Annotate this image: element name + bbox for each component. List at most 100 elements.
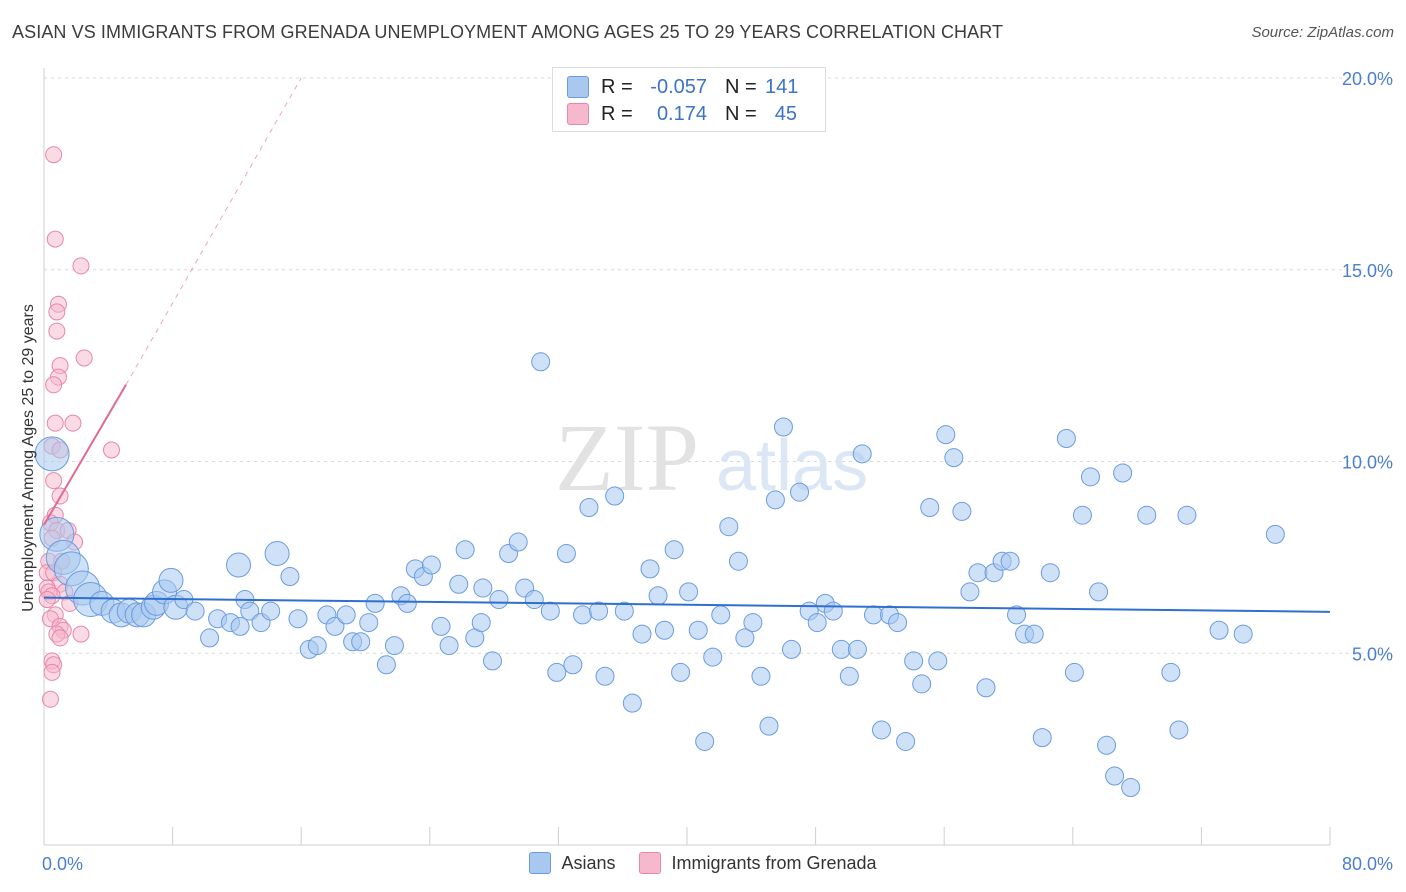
grenada-point (103, 441, 121, 459)
grenada-point (48, 322, 66, 340)
legend-r-label: R = (601, 102, 633, 125)
asian-point (839, 666, 859, 686)
asian-point (359, 613, 379, 633)
asian-point (920, 498, 940, 518)
asian-point (1064, 662, 1084, 682)
asian-point (200, 628, 220, 648)
asian-point (1097, 735, 1117, 755)
legend-n-label: N = (725, 102, 757, 125)
asian-point (1161, 662, 1181, 682)
grenada-point (48, 303, 66, 321)
asian-point (421, 555, 441, 575)
asian-point (1080, 467, 1100, 487)
legend-row-asians: R = -0.057 N = 141 (567, 73, 798, 101)
grenada-point (75, 349, 93, 367)
asian-point (904, 651, 924, 671)
asian-point (376, 655, 396, 675)
asian-point (158, 567, 184, 593)
asian-point (384, 636, 404, 656)
asian-point (1000, 551, 1020, 571)
asian-point (325, 616, 345, 636)
asian-point (230, 616, 250, 636)
asian-point (1056, 428, 1076, 448)
grenada-point (43, 663, 61, 681)
asian-point (365, 593, 385, 613)
legend-item-asians[interactable]: Asians (529, 852, 615, 874)
tick-labels: 5.0% 10.0% 15.0% 20.0% 0.0% 80.0% (42, 69, 1393, 874)
asian-point (896, 731, 916, 751)
grenada-point (41, 690, 59, 708)
asian-point (928, 651, 948, 671)
asian-point (1007, 605, 1027, 625)
grenada-trend-extension (125, 77, 302, 386)
legend-item-grenada[interactable]: Immigrants from Grenada (639, 852, 877, 874)
asian-point (872, 720, 892, 740)
asian-point (1113, 463, 1133, 483)
asian-point (397, 593, 417, 613)
asian-point (547, 662, 567, 682)
source-label: Source: ZipAtlas.com (1251, 24, 1394, 41)
asian-point (524, 590, 544, 610)
trend-lines (43, 77, 1331, 613)
asian-points (34, 352, 1285, 797)
legend-r-label: R = (601, 75, 633, 98)
watermark-zip: ZIP (555, 404, 699, 511)
asian-point (654, 620, 674, 640)
x-tick-label: 0.0% (42, 854, 83, 874)
asian-point (831, 639, 851, 659)
correlation-legend: R = -0.057 N = 141 R = 0.174 N = 45 (552, 67, 826, 132)
grenada-point (46, 414, 64, 432)
asian-point (743, 613, 763, 633)
asian-trend-line (43, 596, 1331, 613)
series-legend: Asians Immigrants from Grenada (0, 852, 1406, 874)
y-axis-label: Unemployment Among Ages 25 to 29 years (20, 304, 37, 612)
asian-point (508, 532, 528, 552)
legend-n-label: N = (725, 75, 757, 98)
grenada-point (45, 472, 63, 490)
grenada-trend-line (43, 384, 127, 526)
asian-point (455, 540, 475, 560)
asian-point (648, 586, 668, 606)
grenada-points (38, 146, 121, 708)
asian-point (781, 639, 801, 659)
asian-point (1209, 620, 1229, 640)
asian-point (944, 448, 964, 468)
asian-point (703, 647, 723, 667)
legend-row-grenada: R = 0.174 N = 45 (567, 100, 797, 128)
asian-point (473, 578, 493, 598)
asian-point (688, 620, 708, 640)
grenada-point (72, 625, 90, 643)
legend-swatch-asians (567, 76, 589, 98)
asian-point (489, 590, 509, 610)
asian-point (336, 605, 356, 625)
asian-point (226, 552, 252, 578)
asian-point (288, 609, 308, 629)
asian-point (1177, 505, 1197, 525)
grenada-point (72, 257, 90, 275)
asian-point (728, 551, 748, 571)
asian-point (589, 601, 609, 621)
asian-point (1121, 777, 1141, 797)
asian-point (671, 662, 691, 682)
legend-n-value: 45 (774, 102, 797, 125)
asian-point (888, 613, 908, 633)
asian-point (640, 559, 660, 579)
asian-point (556, 544, 576, 564)
asian-point (540, 601, 560, 621)
asian-point (968, 563, 988, 583)
asian-point (1105, 766, 1125, 786)
asian-point (759, 716, 779, 736)
grenada-point (64, 414, 82, 432)
legend-label-asians: Asians (561, 852, 616, 873)
asian-point (847, 639, 867, 659)
asian-point (1089, 582, 1109, 602)
legend-swatch-grenada (639, 852, 662, 874)
y-tick-label: 10.0% (1342, 453, 1393, 473)
asian-point (307, 636, 327, 656)
asian-point (807, 613, 827, 633)
legend-swatch-grenada (567, 103, 589, 125)
asian-point (482, 651, 502, 671)
asian-point (573, 605, 593, 625)
y-tick-label: 20.0% (1342, 69, 1393, 89)
y-tick-label: 15.0% (1342, 261, 1393, 281)
